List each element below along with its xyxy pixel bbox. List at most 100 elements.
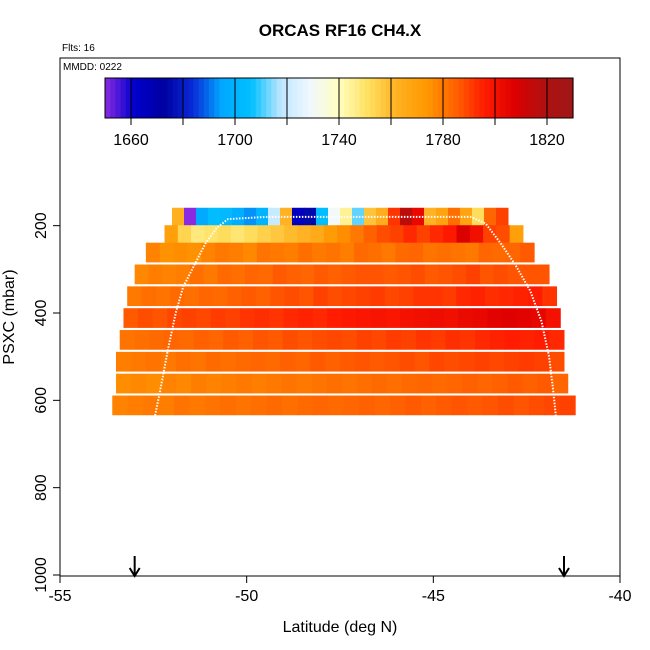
- heatmap-cell: [493, 264, 509, 285]
- heatmap-cell: [328, 207, 341, 228]
- heatmap-cell: [220, 351, 236, 372]
- heatmap-cell: [256, 286, 271, 307]
- heatmap-cell: [429, 308, 445, 328]
- heatmap-cell: [328, 264, 343, 285]
- colorbar-swatch: [105, 78, 111, 118]
- heatmap-cell: [270, 225, 285, 245]
- heatmap-cell: [413, 286, 429, 307]
- colorbar-swatch: [292, 78, 298, 118]
- heatmap-cell: [119, 330, 136, 350]
- heatmap-cell: [383, 264, 398, 285]
- heatmap-cell: [267, 330, 284, 350]
- heatmap-cell: [478, 242, 494, 263]
- heatmap-cell: [196, 308, 212, 328]
- heatmap-cell: [385, 308, 401, 328]
- heatmap-cell: [451, 395, 468, 416]
- heatmap-cell: [492, 373, 509, 394]
- heatmap-cell: [343, 395, 360, 416]
- heatmap-cell: [173, 242, 188, 263]
- heatmap-cell: [256, 242, 272, 263]
- heatmap-cell: [316, 207, 329, 228]
- colorbar-swatch: [167, 78, 174, 118]
- colorbar-swatch: [141, 78, 148, 118]
- heatmap-cell: [256, 207, 269, 228]
- colorbar-swatch: [495, 78, 501, 118]
- colorbar-swatch: [193, 78, 200, 118]
- colorbar-swatch: [151, 78, 158, 118]
- colorbar-tick-label: 1780: [425, 132, 461, 149]
- colorbar-swatch: [131, 78, 137, 118]
- heatmap-cell: [312, 330, 328, 350]
- y-axis: 200 400 600 800 1000: [33, 212, 60, 593]
- heatmap-cell: [513, 395, 530, 416]
- heatmap-cell: [310, 225, 325, 245]
- colorbar-swatch: [391, 78, 397, 118]
- heatmap-cell: [235, 395, 252, 416]
- heatmap-cell: [145, 242, 161, 263]
- colorbar-swatch: [266, 78, 272, 118]
- heatmap-cell: [284, 286, 300, 307]
- heatmap-cell: [534, 351, 550, 372]
- heatmap-cell: [220, 395, 237, 416]
- heatmap-cell: [371, 330, 387, 350]
- heatmap-cell: [350, 225, 365, 245]
- heatmap-cell: [489, 330, 506, 350]
- heatmap-cell: [483, 225, 497, 245]
- heatmap-cell: [472, 308, 488, 328]
- heatmap-cell: [297, 395, 314, 416]
- colorbar-swatch: [547, 78, 553, 118]
- heatmap-cell: [232, 207, 245, 228]
- colorbar-swatch: [245, 78, 252, 118]
- heatmap-cell: [251, 373, 268, 394]
- heatmap-cell: [340, 351, 356, 372]
- colorbar-swatch: [214, 78, 220, 118]
- colorbar-swatch: [562, 78, 569, 118]
- colorbar-swatch: [411, 78, 418, 118]
- heatmap-cell: [545, 308, 561, 328]
- heatmap-cell: [193, 330, 210, 350]
- heatmap-cell: [196, 207, 209, 228]
- heatmap-cell: [173, 395, 190, 416]
- heatmap-cell: [205, 351, 222, 372]
- colorbar-swatch: [203, 78, 210, 118]
- heatmap-cell: [292, 207, 305, 228]
- heatmap-cell: [442, 286, 457, 307]
- heatmap-cell: [208, 207, 221, 228]
- heatmap-cell: [462, 373, 478, 394]
- heatmap-cell: [298, 286, 314, 307]
- colorbar-swatch: [250, 78, 257, 118]
- y-axis-label: PSXC (mbar): [1, 269, 18, 364]
- heatmap-cell: [323, 225, 338, 245]
- heatmap-cell: [191, 373, 207, 394]
- heatmap-cell: [423, 242, 438, 263]
- heatmap-cell: [176, 373, 192, 394]
- heatmap-cell: [161, 373, 177, 394]
- heatmap-cell: [460, 330, 476, 350]
- heatmap-cell: [215, 242, 230, 263]
- colorbar-swatch: [375, 78, 382, 118]
- heatmap-cell: [356, 373, 373, 394]
- heatmap-cell: [238, 330, 254, 350]
- arrow-head: [128, 567, 141, 578]
- heatmap-cell: [432, 373, 448, 394]
- heatmap-cell: [258, 264, 274, 285]
- colorbar-swatch: [297, 78, 304, 118]
- heatmap-cell: [430, 225, 444, 245]
- colorbar-swatch: [313, 78, 319, 118]
- colorbar-swatch: [183, 78, 189, 118]
- heatmap-cell: [208, 330, 224, 350]
- heatmap-cell: [116, 351, 132, 372]
- heatmap-cell: [328, 395, 345, 416]
- colorbar-swatch: [172, 78, 179, 118]
- colorbar-swatch: [531, 78, 538, 118]
- heatmap-cell: [496, 207, 509, 228]
- colorbar-swatch: [229, 78, 236, 118]
- heatmap-cell: [245, 264, 260, 285]
- heatmap-cell: [384, 286, 400, 307]
- heatmap-cell: [146, 373, 162, 394]
- heatmap-cell: [353, 242, 369, 263]
- heatmap-cell: [268, 207, 281, 228]
- x-axis-tick-label: -50: [235, 588, 258, 605]
- heatmap-cell: [298, 242, 313, 263]
- colorbar-swatch: [333, 78, 340, 118]
